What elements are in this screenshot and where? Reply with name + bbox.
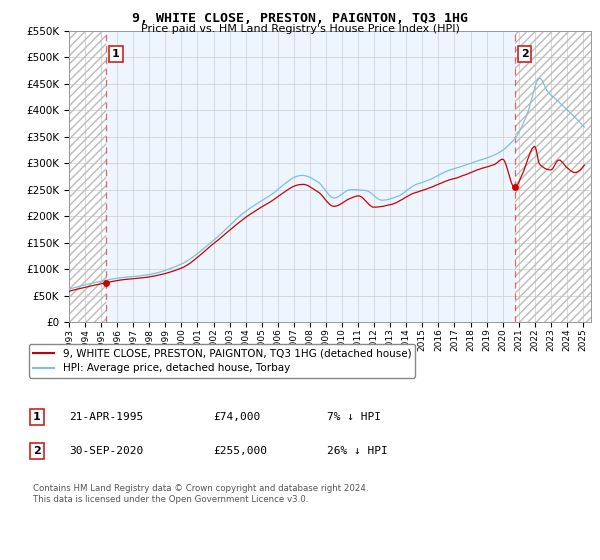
Bar <box>515 31 591 322</box>
Bar <box>69 31 106 322</box>
Text: 9, WHITE CLOSE, PRESTON, PAIGNTON, TQ3 1HG: 9, WHITE CLOSE, PRESTON, PAIGNTON, TQ3 1… <box>132 12 468 25</box>
Bar <box>515 31 591 322</box>
Text: 1: 1 <box>112 49 120 59</box>
Text: 26% ↓ HPI: 26% ↓ HPI <box>327 446 388 456</box>
Text: 30-SEP-2020: 30-SEP-2020 <box>69 446 143 456</box>
Text: 1: 1 <box>33 412 41 422</box>
Bar <box>106 31 515 322</box>
Text: £74,000: £74,000 <box>213 412 260 422</box>
Text: £255,000: £255,000 <box>213 446 267 456</box>
Bar <box>69 31 106 322</box>
Legend: 9, WHITE CLOSE, PRESTON, PAIGNTON, TQ3 1HG (detached house), HPI: Average price,: 9, WHITE CLOSE, PRESTON, PAIGNTON, TQ3 1… <box>29 344 415 377</box>
Text: Price paid vs. HM Land Registry's House Price Index (HPI): Price paid vs. HM Land Registry's House … <box>140 24 460 34</box>
Text: 2: 2 <box>33 446 41 456</box>
Text: Contains HM Land Registry data © Crown copyright and database right 2024.
This d: Contains HM Land Registry data © Crown c… <box>33 484 368 504</box>
Text: 2: 2 <box>521 49 529 59</box>
Text: 21-APR-1995: 21-APR-1995 <box>69 412 143 422</box>
Text: 7% ↓ HPI: 7% ↓ HPI <box>327 412 381 422</box>
